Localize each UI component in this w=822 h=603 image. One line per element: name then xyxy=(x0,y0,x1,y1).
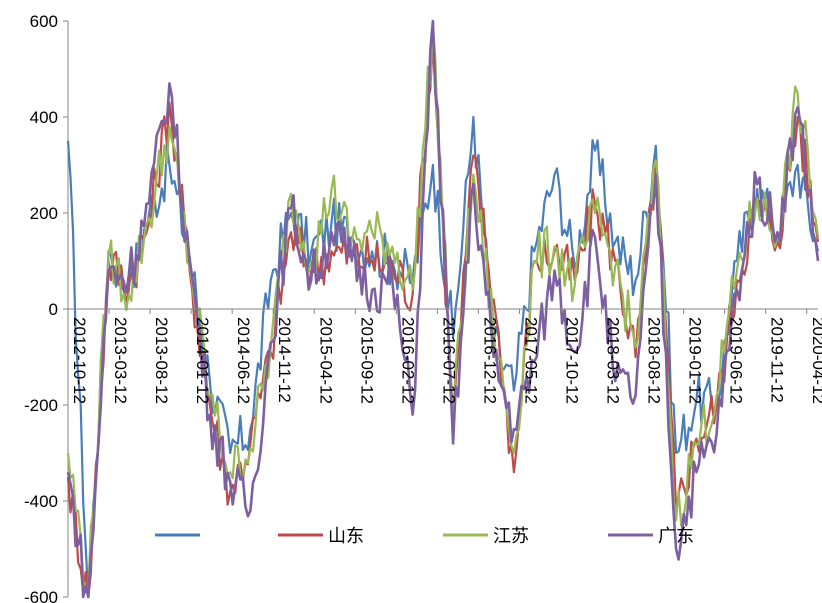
x-tick-label: 2019-01-12 xyxy=(686,317,705,404)
x-tick-label: 2018-03-12 xyxy=(604,317,623,404)
y-tick-label: -600 xyxy=(24,588,58,603)
x-tick-label: 2015-09-12 xyxy=(357,317,376,404)
x-tick-label: 2016-07-12 xyxy=(439,317,458,404)
legend-label: 广东 xyxy=(658,526,694,547)
y-tick-label: 200 xyxy=(30,204,58,223)
series-line-广东 xyxy=(66,19,820,599)
x-tick-label: 2014-01-12 xyxy=(193,317,212,404)
x-axis: 2012-10-12 2013-03-12 2013-08-12 2014-01-12… xyxy=(67,308,822,404)
y-tick-label: 600 xyxy=(30,12,58,31)
x-tick-label: 2014-11-12 xyxy=(275,317,294,403)
y-tick-label: 0 xyxy=(49,300,58,319)
x-tick-label: 2013-08-12 xyxy=(152,317,171,404)
x-tick-label: 2012-10-12 xyxy=(70,317,89,404)
x-tick-label: 2019-06-12 xyxy=(727,317,746,404)
legend-label: 江苏 xyxy=(493,526,529,547)
x-tick-label: 2017-05-12 xyxy=(521,317,540,404)
x-tick-label: 2015-04-12 xyxy=(316,317,335,404)
y-tick-label: 400 xyxy=(30,108,58,127)
legend: 山东 江苏 广东 xyxy=(155,526,694,547)
y-axis: -600 -400 -200 0 200 400 600 xyxy=(24,12,69,603)
y-tick-label: -200 xyxy=(24,396,58,415)
x-tick-label: 2016-02-12 xyxy=(398,317,417,404)
legend-label: 山东 xyxy=(328,526,364,547)
x-tick-label: 2017-10-12 xyxy=(563,317,582,404)
x-tick-label: 2018-08-12 xyxy=(645,317,664,404)
x-tick-label: 2019-11-12 xyxy=(768,317,787,403)
plot-area xyxy=(66,19,820,599)
x-tick-label: 2016-12-12 xyxy=(480,317,499,404)
x-tick-label: 2013-03-12 xyxy=(111,317,130,404)
x-tick-label: 2020-04-12 xyxy=(809,317,822,404)
y-tick-label: -400 xyxy=(24,492,58,511)
x-tick-label: 2014-06-12 xyxy=(234,317,253,404)
